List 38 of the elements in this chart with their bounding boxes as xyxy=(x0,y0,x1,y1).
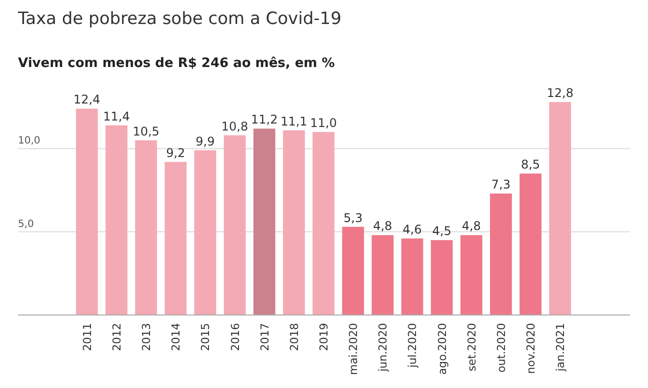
data-label: 5,3 xyxy=(344,210,363,225)
data-label: 9,2 xyxy=(166,146,186,160)
y-tick-label: 5,0 xyxy=(18,218,34,230)
x-tick-label: mai.2020 xyxy=(347,323,360,376)
x-tick-label: jun.2020 xyxy=(376,323,390,372)
x-tick-label: nov.2020 xyxy=(524,323,538,374)
chart-title: Taxa de pobreza sobe com a Covid-19 xyxy=(17,9,342,29)
data-label: 4,8 xyxy=(373,219,392,234)
data-label: 11,4 xyxy=(103,109,130,124)
y-tick-label: 10,0 xyxy=(18,136,40,147)
x-tick-label: 2016 xyxy=(228,323,242,351)
x-tick-label: ago.2020 xyxy=(436,323,449,375)
data-label: 7,3 xyxy=(491,178,510,192)
data-label: 9,9 xyxy=(196,134,215,148)
data-label: 8,5 xyxy=(520,158,540,172)
x-tick-label: 2013 xyxy=(140,323,154,351)
data-label: 4,8 xyxy=(462,219,481,234)
x-tick-label: 2012 xyxy=(110,323,124,351)
x-tick-label: out.2020 xyxy=(494,323,508,373)
data-label: 11,2 xyxy=(250,112,278,127)
data-label: 12,8 xyxy=(546,86,574,100)
x-tick-label: 2011 xyxy=(80,323,94,351)
data-label: 10,8 xyxy=(221,119,248,134)
data-label: 4,5 xyxy=(432,224,452,238)
x-tick-label: 2014 xyxy=(170,323,183,351)
data-label: 12,4 xyxy=(74,92,100,107)
data-label: 10,5 xyxy=(132,124,160,138)
data-label: 11,1 xyxy=(280,114,308,128)
x-tick-label: 2017 xyxy=(258,323,272,351)
x-tick-label: jan.2021 xyxy=(554,323,568,372)
x-tick-label: 2019 xyxy=(318,323,330,351)
x-tick-label: jul.2020 xyxy=(406,323,420,369)
data-label: 4,6 xyxy=(402,222,422,236)
data-label: 11,0 xyxy=(310,116,337,130)
chart-subtitle: Vivem com menos de R$ 246 ao mês, em % xyxy=(18,56,335,71)
x-tick-label: 2015 xyxy=(199,323,212,351)
x-tick-label: set.2020 xyxy=(465,323,478,372)
x-tick-label: 2018 xyxy=(288,323,301,351)
